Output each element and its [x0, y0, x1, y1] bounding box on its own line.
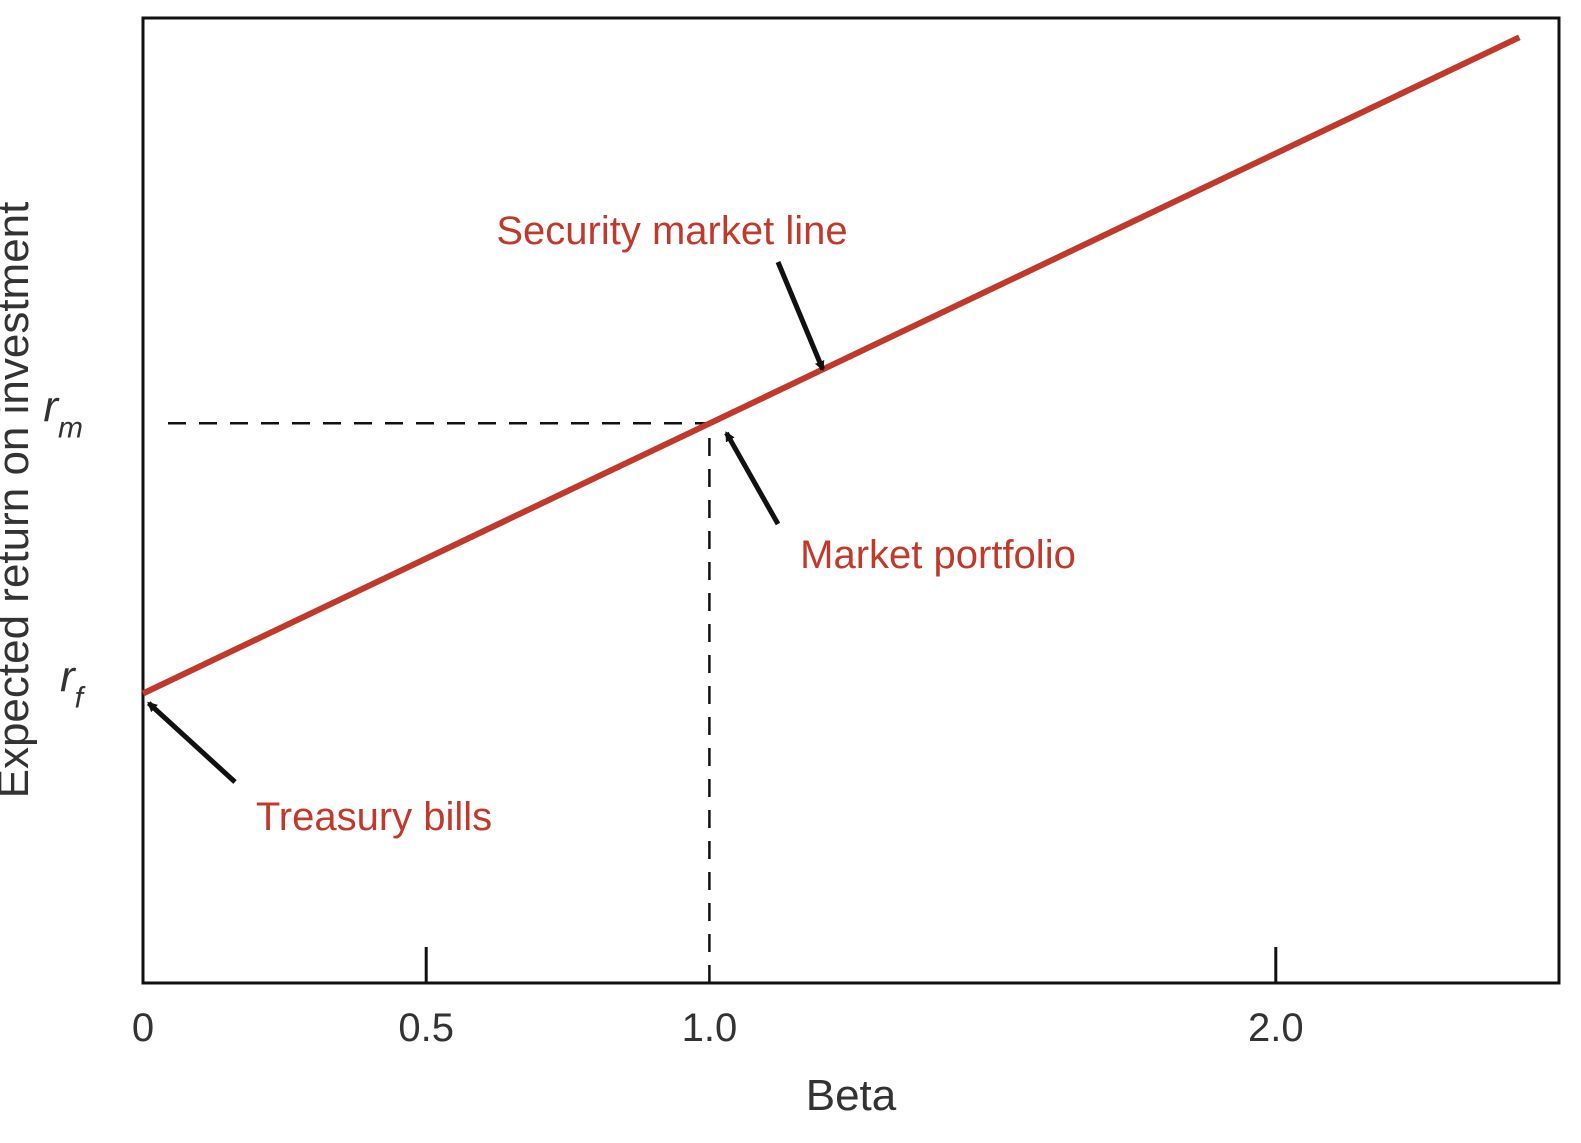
- x-tick-label: 0.5: [398, 1006, 454, 1050]
- annotation-arrow: [146, 701, 237, 784]
- annotation-arrow: [724, 431, 781, 526]
- x-axis-ticks: 0 0.5 1.0 2.0: [132, 947, 1304, 1050]
- y-tick-label: rm: [43, 382, 83, 444]
- x-tick-label: 2.0: [1248, 1006, 1304, 1050]
- y-axis-title: Expected return on investment: [0, 202, 38, 799]
- annotation-label: Treasury bills: [256, 795, 492, 839]
- series-layer: [141, 34, 1521, 697]
- annotation-label: Market portfolio: [800, 533, 1076, 577]
- x-tick-label: 0: [132, 1006, 154, 1050]
- series-line-0: [141, 34, 1521, 697]
- annotations: Security market line Market portfolio Trea…: [146, 209, 1076, 839]
- reference-lines: [168, 422, 711, 983]
- plot-frame: [141, 16, 1561, 985]
- x-tick-label: 1.0: [682, 1006, 738, 1050]
- annotation-label: Security market line: [496, 209, 847, 253]
- annotation-arrow: [775, 261, 825, 372]
- x-axis-title: Beta: [806, 1071, 897, 1120]
- y-tick-label: rf: [60, 653, 86, 715]
- y-axis-ticks: rf rm: [43, 382, 85, 714]
